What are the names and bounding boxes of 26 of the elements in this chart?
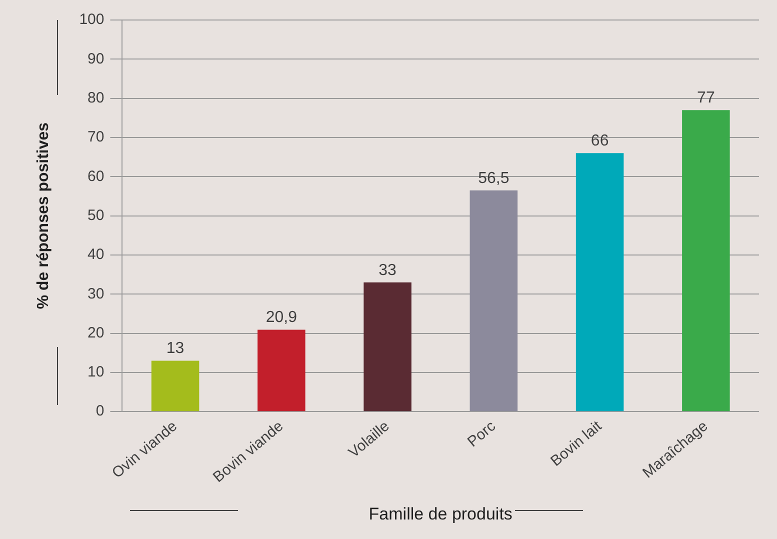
y-axis-title: % de réponses positives bbox=[35, 122, 52, 310]
y-tick-label: 10 bbox=[88, 364, 104, 381]
y-tick-label: 90 bbox=[88, 50, 104, 68]
y-tick-label: 30 bbox=[88, 285, 104, 302]
data-label: 33 bbox=[378, 262, 397, 279]
bar bbox=[364, 282, 412, 412]
y-tick-label: 100 bbox=[79, 11, 104, 28]
y-tick-label: 80 bbox=[88, 89, 104, 106]
bar bbox=[682, 110, 730, 412]
y-tick-label: 70 bbox=[88, 128, 104, 146]
y-tick-label: 20 bbox=[88, 324, 104, 342]
data-label: 20,9 bbox=[266, 309, 298, 326]
y-tick-label: 40 bbox=[88, 246, 104, 264]
bar bbox=[151, 360, 200, 412]
data-label: 66 bbox=[590, 132, 609, 150]
data-label: 77 bbox=[697, 89, 715, 106]
data-label: 56,5 bbox=[478, 170, 510, 187]
x-axis-title: Famille de produits bbox=[368, 504, 512, 524]
bar bbox=[576, 153, 624, 412]
x-tick-label: Porc bbox=[464, 417, 500, 451]
y-tick-label: 0 bbox=[96, 402, 104, 420]
data-label: 13 bbox=[166, 340, 184, 358]
y-tick-label: 50 bbox=[88, 206, 104, 224]
bar bbox=[470, 190, 518, 412]
bar bbox=[258, 330, 306, 412]
y-tick-label: 60 bbox=[88, 168, 104, 185]
